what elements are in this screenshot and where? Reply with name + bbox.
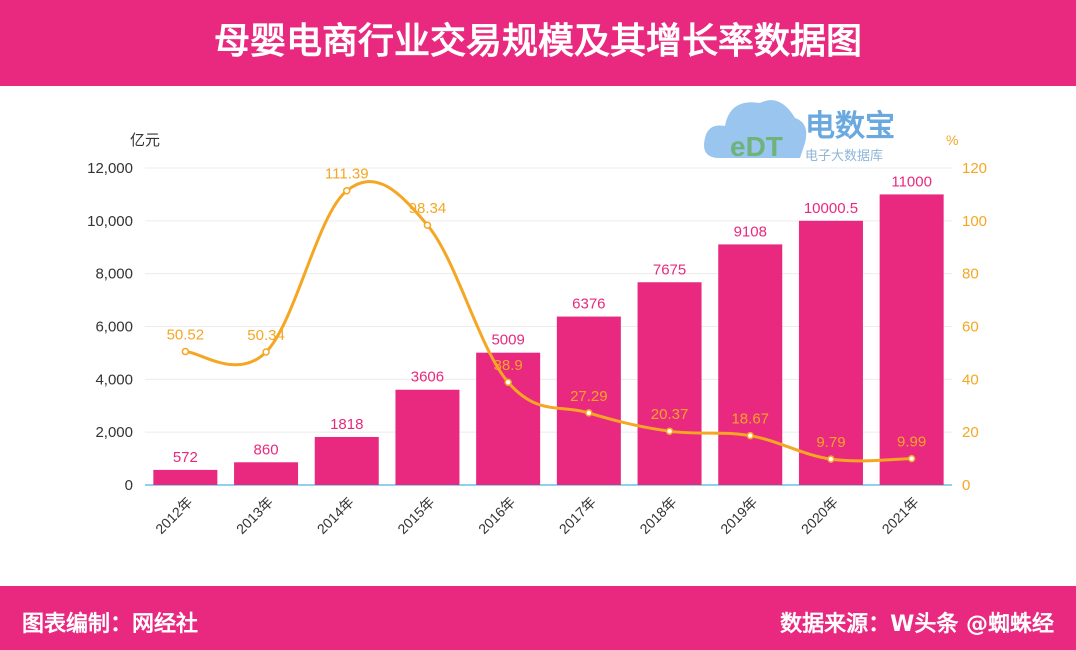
x-tick: 2019年 [717,494,760,537]
logo-sub: 电子大数据库 [805,148,883,163]
bar [395,389,460,485]
svg-text:eDT: eDT [730,131,783,162]
bar-label: 572 [173,449,198,466]
bar-label: 860 [254,441,279,458]
line-point [907,454,916,463]
x-tick: 2017年 [556,494,599,537]
line-point [746,431,754,440]
bar-label: 9108 [734,223,767,240]
footer: 图表编制：网经社 数据来源：W头条 @蜘蛛经 [0,586,1076,650]
line-label: 38.9 [494,357,523,374]
y-right-label: % [946,132,958,148]
growth-line [185,180,912,463]
bar [718,244,783,485]
line-label: 50.52 [167,327,205,344]
y-left-tick: 2,000 [95,424,133,441]
bar [879,194,944,485]
line-label: 9.79 [816,434,845,451]
footer-source: 数据来源：W头条 @蜘蛛经 [780,612,1054,637]
y-right-tick: 120 [962,160,987,177]
y-right-tick: 0 [962,477,970,494]
line-label: 18.67 [731,411,769,428]
line-label: 98.34 [409,200,447,217]
x-tick: 2013年 [233,494,276,537]
y-right-tick: 20 [962,424,979,441]
bar [556,316,621,485]
line-label: 27.29 [570,388,608,405]
chart: 0 2,000 4,000 6,000 8,000 10,000 12,000 0 20 40 60… [87,132,987,537]
x-tick: 2014年 [314,494,357,537]
bar [153,469,218,485]
bar-label: 3606 [411,369,444,386]
x-tick: 2016年 [475,494,518,537]
bar [637,282,702,485]
line-label: 20.37 [651,406,689,423]
footer-credit: 图表编制：网经社 [22,612,199,637]
y-left-tick: 0 [125,477,133,494]
bar [476,352,541,485]
line-point [343,186,351,195]
bar [798,220,863,485]
y-left-tick: 12,000 [87,160,133,177]
x-tick: 2018年 [636,494,679,537]
y-left-tick: 6,000 [95,319,133,336]
line-point [262,348,270,356]
line-point [423,221,432,229]
bar [314,436,379,485]
logo-text: 电数宝 [805,109,895,143]
bar-label: 10000.5 [804,200,858,217]
x-tick: 2021年 [879,494,922,537]
bar-label: 11000 [891,173,932,190]
y-right-tick: 80 [962,266,979,283]
line-point [585,409,593,417]
y-right-tick: 40 [962,371,979,388]
logo: eDT 电数宝 电子大数据库 [700,88,910,173]
y-left-tick: 10,000 [87,213,133,230]
line-label: 111.39 [325,166,369,183]
line-label: 9.99 [897,434,926,451]
y-right-tick: 100 [962,213,987,230]
bar-label: 7675 [653,261,686,278]
line-point [827,455,835,463]
y-right-tick: 60 [962,319,979,336]
bar-label: 6376 [572,296,605,313]
x-tick: 2020年 [798,494,841,537]
line-label: 50.34 [247,327,285,344]
line-point [181,347,190,356]
bar-label: 5009 [491,332,524,349]
x-tick: 2012年 [152,494,195,537]
y-left-tick: 8,000 [95,266,133,283]
y-left-tick: 4,000 [95,371,133,388]
y-left-label: 亿元 [130,132,160,149]
x-tick: 2015年 [394,494,437,537]
bar [234,462,299,485]
line-point [665,427,674,435]
chart-title: 母婴电商行业交易规模及其增长率数据图 [0,0,1076,86]
line-point [504,378,512,386]
bar-label: 1818 [330,416,363,433]
